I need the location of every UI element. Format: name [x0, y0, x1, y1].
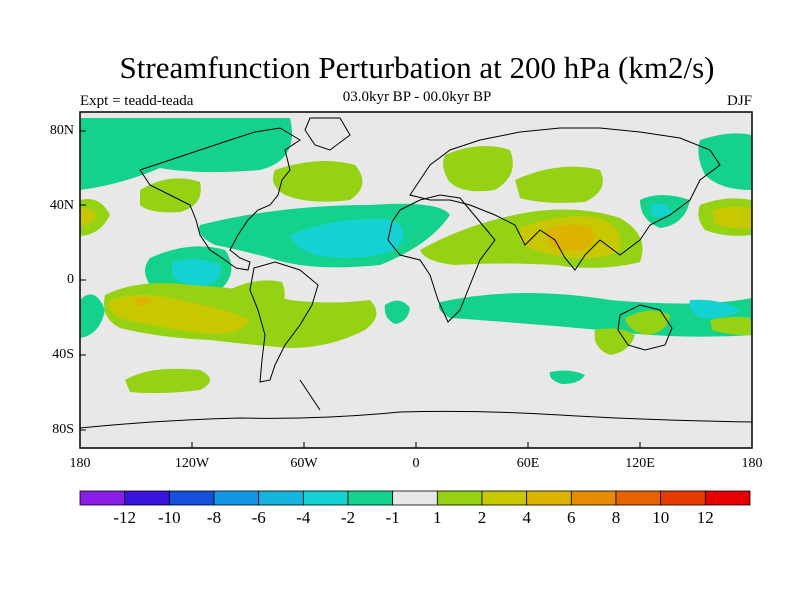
colorbar-box: [392, 490, 438, 506]
colorbar-box: [347, 490, 394, 506]
colorbar-box: [79, 490, 126, 506]
colorbar-label: 12: [696, 508, 714, 527]
axis-ticks: [80, 130, 641, 448]
lat-label-eq: 0: [67, 272, 74, 287]
negative-anomaly-fields: [80, 118, 752, 384]
lat-label-40s: 40S: [52, 347, 74, 362]
colorbar-label: -1: [385, 508, 400, 527]
plot-title: Streamfunction Perturbation at 200 hPa (…: [119, 50, 715, 85]
lon-label-60e: 60E: [516, 456, 540, 471]
lat-label-80n: 80N: [49, 123, 74, 138]
colorbar-label: -4: [296, 508, 311, 527]
period-label: 03.0kyr BP - 00.0kyr BP: [342, 89, 492, 105]
colorbar-box: [704, 490, 751, 506]
colorbar-label: 2: [477, 508, 487, 527]
lon-label-60w: 60W: [290, 456, 318, 471]
lat-label-40n: 40N: [49, 198, 74, 213]
colorbar-box: [124, 490, 170, 506]
colorbar-label: -8: [206, 508, 222, 527]
colorbar-label: 10: [652, 508, 670, 527]
experiment-label: Expt = teadd-teada: [80, 93, 194, 109]
lon-label-0: 0: [412, 456, 420, 471]
lon-label-180w: 180: [69, 456, 91, 471]
colorbar-box: [570, 490, 617, 506]
lon-label-180e: 180: [741, 456, 763, 471]
colorbar-label: 4: [522, 508, 531, 527]
lon-label-120e: 120E: [625, 456, 655, 471]
colorbar-box: [258, 490, 304, 506]
colorbar-label: -6: [251, 508, 266, 527]
colorbar-box: [213, 490, 260, 506]
coastlines: [80, 117, 752, 429]
lat-label-80s: 80S: [52, 422, 74, 437]
colorbar-box: [481, 490, 528, 506]
colorbar-label: 6: [567, 508, 576, 527]
colorbar-label: -12: [113, 508, 137, 527]
colorbar-box: [302, 490, 349, 506]
colorbar-box: [436, 490, 483, 506]
colorbar-label: -10: [157, 508, 181, 527]
colorbar-label: 1: [433, 508, 442, 527]
colorbar-label: -2: [340, 508, 356, 527]
colorbar-box: [660, 490, 706, 506]
colorbar: [79, 490, 751, 506]
colorbar-box: [615, 490, 662, 506]
colorbar-box: [168, 490, 215, 506]
map-panel: [80, 112, 752, 448]
season-label: DJF: [726, 93, 752, 109]
colorbar-box: [526, 490, 572, 506]
lon-label-120w: 120W: [174, 456, 210, 471]
colorbar-label: 8: [611, 508, 621, 527]
